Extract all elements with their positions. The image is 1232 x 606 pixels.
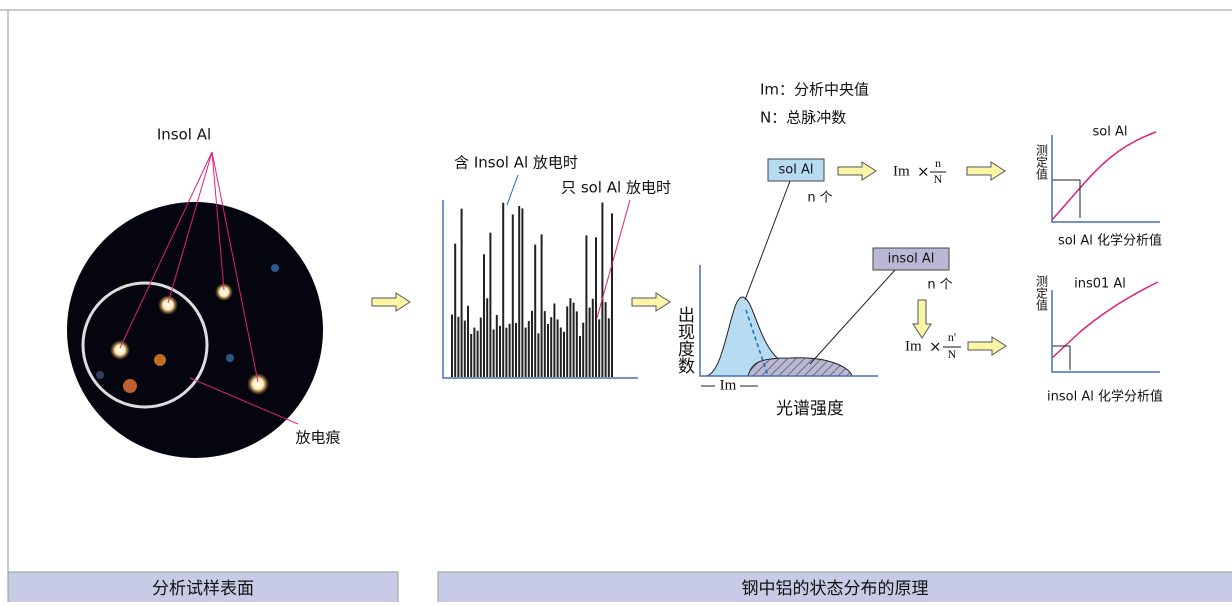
page: Insol Al 放电痕 含 Insol Al 放电时 只 sol Al 放电时… [0,0,1232,602]
x-label: sol Al 化学分析值 [1058,233,1162,249]
label: Insol Al [157,126,211,144]
graph-title: ins01 Al [1074,277,1126,292]
pulse-lines [452,203,612,377]
im-label: Im [720,377,737,393]
x-label: 光谱强度 [776,399,844,419]
y-label: 测定值 [1035,144,1049,181]
pointer [745,181,790,300]
arrow [372,293,410,311]
formula-im: Im [905,338,922,354]
arrow [913,300,931,338]
arrow [967,162,1005,180]
box-label: insol Al [888,252,935,267]
x-label: insol Al 化学分析值 [1047,389,1163,405]
formula-den: N [934,172,943,186]
legend: Im：分析中央值 [760,81,869,99]
y-label: 出现度数 [674,306,695,374]
insol-distribution [748,358,852,376]
label: 只 sol Al 放电时 [561,179,671,197]
label: 含 Insol Al 放电时 [454,154,578,172]
box-label: sol Al [779,163,814,178]
y-label: 测定值 [1035,275,1049,312]
label: 放电痕 [295,429,340,447]
pointer [810,270,895,364]
arrow [632,293,670,311]
count: n 个 [807,191,832,206]
caption: 分析试样表面 [152,579,254,599]
formula-num: n [935,156,941,170]
caption: 钢中铝的状态分布的原理 [742,579,929,599]
graph-title: sol Al [1093,125,1128,140]
formula-times: × [917,163,930,181]
arrow [968,337,1006,355]
legend: N：总脉冲数 [760,109,846,127]
formula-times: × [929,338,942,356]
pointer [507,175,518,205]
formula-im: Im [893,163,910,179]
sample-disc [67,202,323,458]
formula-num: n' [948,330,956,344]
arrow [838,162,876,180]
graph: 测定值 sol Al sol Al 化学分析值 [1035,125,1163,249]
graph: 测定值 ins01 Al insol Al 化学分析值 [1035,275,1163,405]
count: n 个 [927,278,952,293]
formula-den: N [948,347,957,361]
